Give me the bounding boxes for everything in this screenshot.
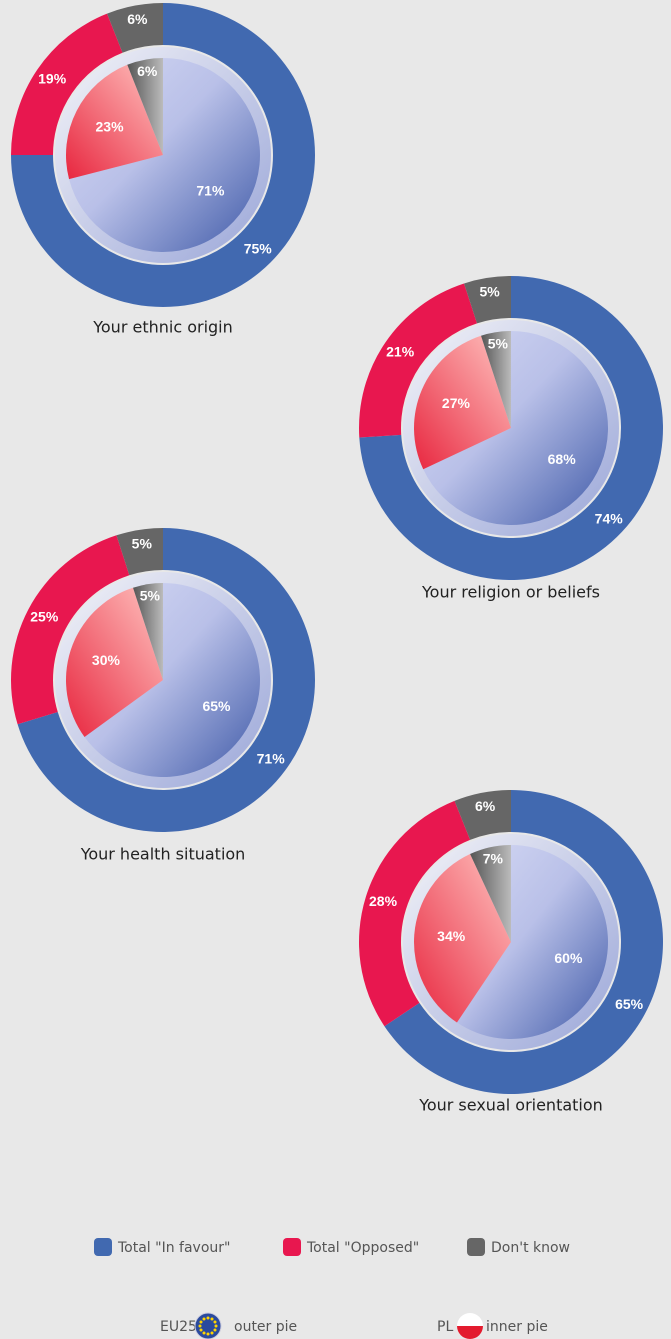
chart-title: Your religion or beliefs (421, 583, 600, 602)
inner-slice (65, 587, 163, 738)
inner-slice (414, 335, 511, 470)
data-label: 5% (479, 283, 500, 299)
inner-slice (470, 845, 511, 942)
ring-label: inner pie (486, 1319, 548, 1335)
outer-slice (384, 790, 664, 1094)
data-label: 65% (615, 996, 644, 1012)
inner-slice (69, 58, 261, 253)
outer-slice (464, 276, 511, 324)
legend-swatch (94, 1238, 112, 1256)
data-label: 28% (369, 893, 398, 909)
data-label: 27% (442, 395, 471, 411)
inner-slice (456, 845, 608, 1039)
data-label: 60% (554, 950, 583, 966)
legend-swatch (467, 1238, 485, 1256)
data-label: 30% (92, 652, 121, 668)
data-label: 65% (202, 698, 231, 714)
chart-title: Your health situation (80, 845, 246, 864)
outer-slice (107, 3, 163, 53)
chart-title: Your ethnic origin (92, 318, 233, 337)
data-label: 5% (140, 588, 161, 604)
data-label: 34% (437, 928, 466, 944)
ring-name: PL (437, 1319, 453, 1335)
outer-slice (359, 283, 478, 438)
legend-label: Total "Opposed" (306, 1240, 419, 1256)
data-label: 25% (30, 609, 59, 625)
inner-slice (414, 854, 511, 1023)
data-label: 23% (96, 118, 125, 134)
data-label: 71% (196, 182, 225, 198)
data-label: 7% (483, 851, 504, 867)
data-label: 6% (475, 798, 496, 814)
data-label: 21% (386, 343, 415, 359)
data-label: 68% (548, 451, 577, 467)
outer-slice (11, 13, 123, 155)
inner-slice (84, 583, 260, 778)
inner-slice (423, 331, 608, 526)
outer-slice (359, 800, 471, 1027)
legend-label: Total "In favour" (117, 1240, 230, 1256)
data-label: 19% (38, 70, 67, 86)
inner-slice (481, 331, 511, 428)
data-label: 71% (257, 750, 286, 766)
data-label: 75% (244, 240, 273, 256)
legend-swatch (283, 1238, 301, 1256)
pl-flag-icon (457, 1313, 483, 1339)
outer-slice (10, 535, 130, 725)
inner-slice (133, 583, 163, 680)
ring-name: EU25 (160, 1319, 197, 1335)
outer-slice (116, 528, 163, 576)
outer-slice (454, 790, 511, 840)
data-label: 74% (595, 510, 624, 526)
inner-slice (66, 64, 163, 180)
eu-flag-icon (194, 1312, 222, 1339)
chart-title: Your sexual orientation (418, 1096, 603, 1115)
data-label: 5% (488, 336, 509, 352)
legend: Total "In favour" Total "Opposed" Don't … (94, 1238, 570, 1339)
data-label: 5% (132, 535, 153, 551)
data-label: 6% (137, 63, 158, 79)
data-label: 6% (127, 11, 148, 27)
legend-label: Don't know (491, 1240, 570, 1256)
ring-label: outer pie (234, 1319, 297, 1335)
inner-slice (127, 58, 163, 155)
